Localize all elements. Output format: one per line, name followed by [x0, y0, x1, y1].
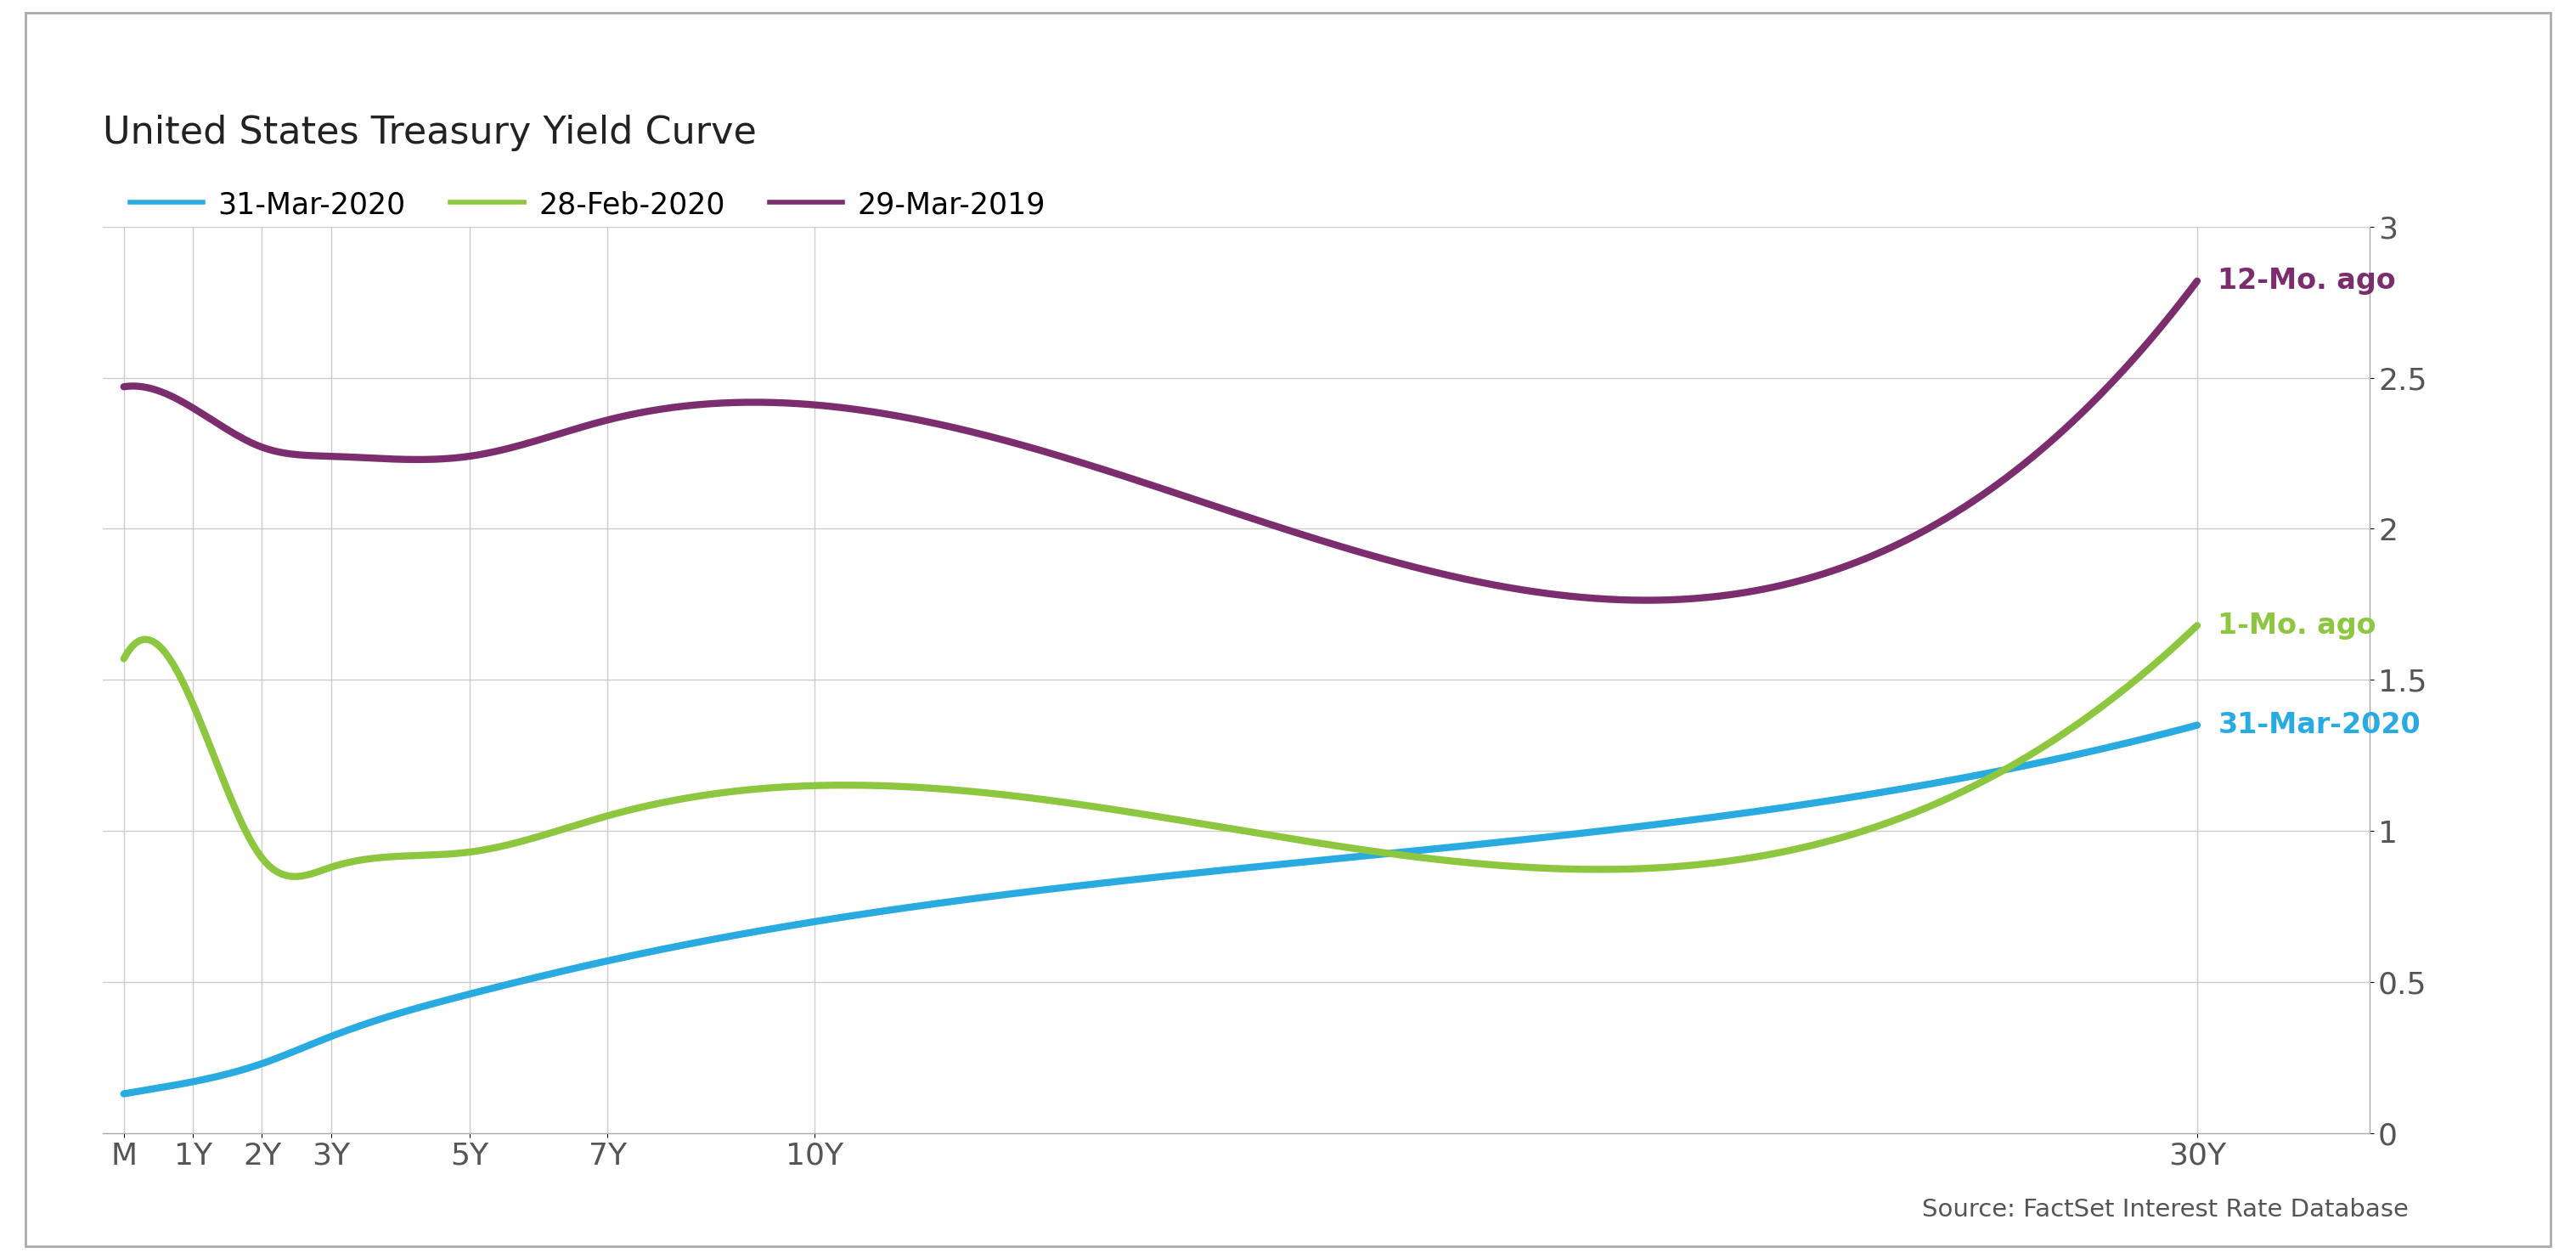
Text: 1-Mo. ago: 1-Mo. ago [2218, 612, 2375, 640]
Text: United States Treasury Yield Curve: United States Treasury Yield Curve [103, 115, 757, 151]
Legend: 31-Mar-2020, 28-Feb-2020, 29-Mar-2019: 31-Mar-2020, 28-Feb-2020, 29-Mar-2019 [118, 179, 1059, 232]
Text: 31-Mar-2020: 31-Mar-2020 [2218, 711, 2421, 739]
Text: Source: FactSet Interest Rate Database: Source: FactSet Interest Rate Database [1922, 1197, 2409, 1221]
Text: 12-Mo. ago: 12-Mo. ago [2218, 267, 2396, 295]
